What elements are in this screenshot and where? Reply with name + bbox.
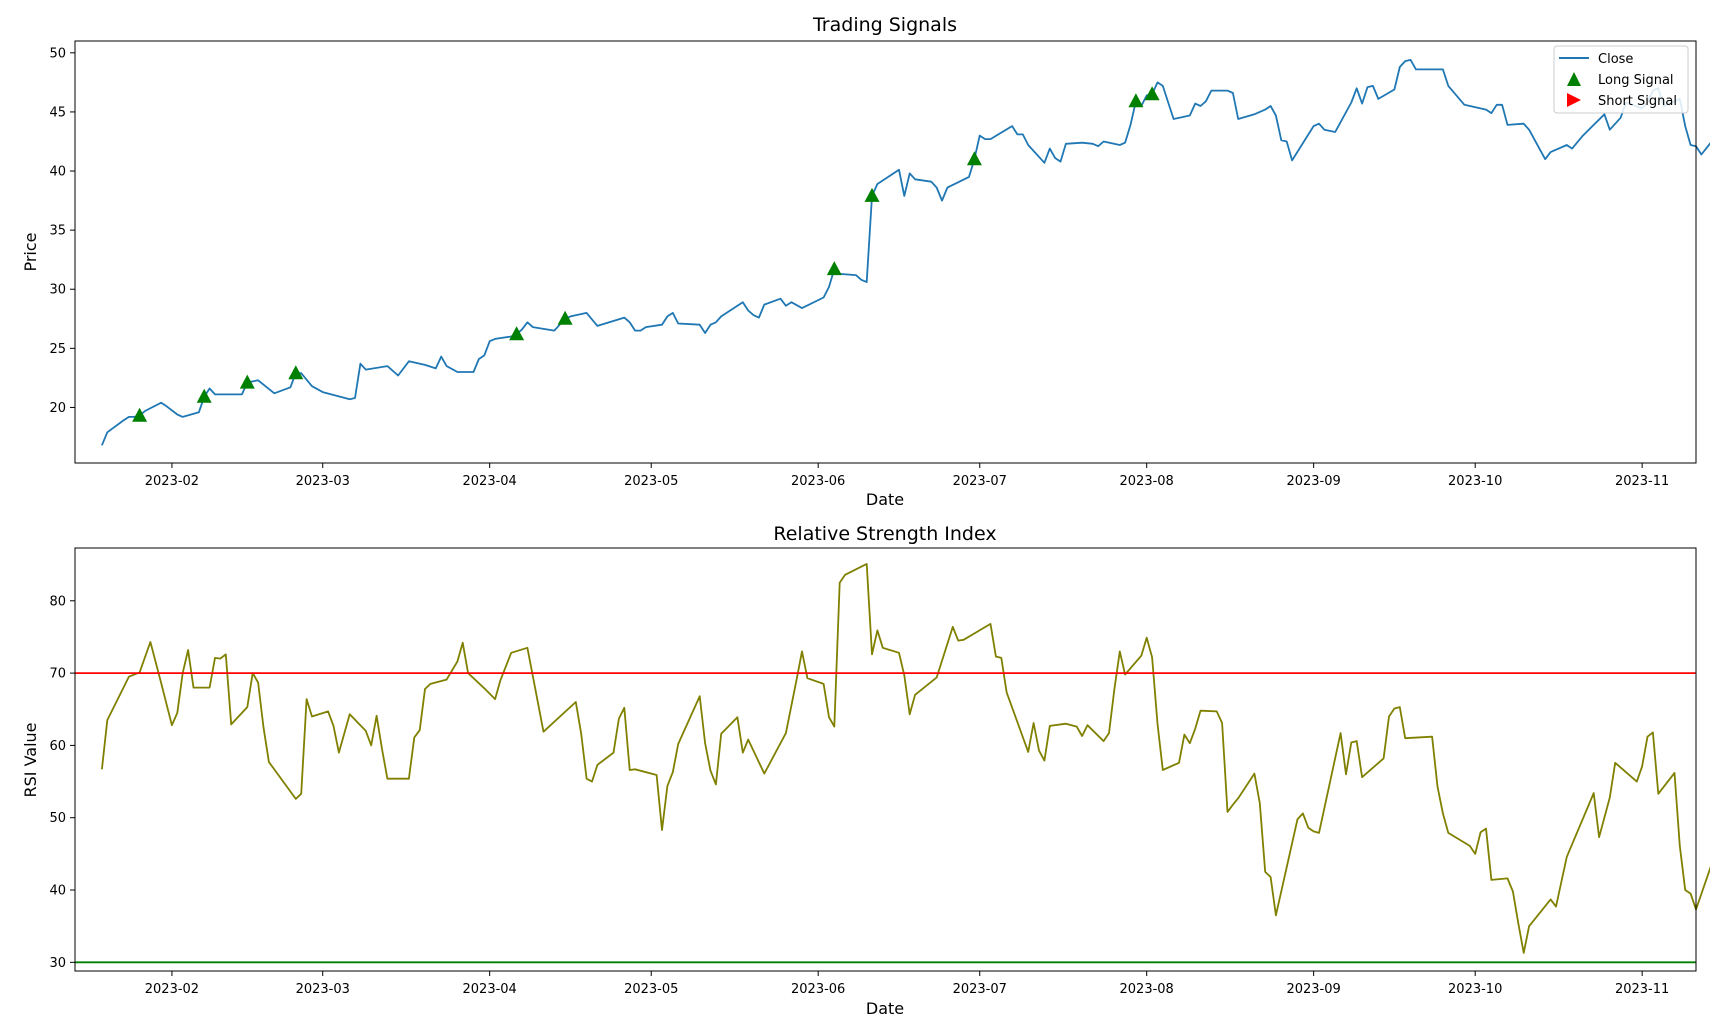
- price-y-tick-label: 30: [49, 283, 66, 298]
- price-long-signal-marker: [196, 388, 212, 403]
- rsi-x-tick-label: 2023-11: [1615, 982, 1669, 997]
- rsi-ticks: 30 40 50 60 70 80 2023-02 2023-03 2023-04 2023-05…: [49, 594, 1669, 997]
- price-long-signal-marker: [864, 187, 880, 202]
- rsi-x-tick-label: 2023-08: [1120, 982, 1174, 997]
- rsi-chart-title: Relative Strength Index: [773, 523, 996, 545]
- rsi-x-tick-label: 2023-10: [1448, 982, 1502, 997]
- price-y-tick-label: 45: [49, 105, 66, 120]
- rsi-panel: 30 40 50 60 70 80 2023-02 2023-03 2023-04 2023-05…: [21, 523, 1710, 1018]
- rsi-rsi-line: [101, 563, 1710, 954]
- rsi-x-axis-label: Date: [866, 999, 904, 1018]
- price-long-signal-marker: [1144, 86, 1160, 101]
- legend-close-label: Close: [1598, 52, 1633, 67]
- rsi-x-tick-label: 2023-07: [953, 982, 1007, 997]
- legend-box: [1553, 45, 1689, 114]
- rsi-x-tick-label: 2023-09: [1286, 982, 1340, 997]
- price-chart-title: Trading Signals: [812, 14, 957, 36]
- rsi-x-tick-label: 2023-04: [463, 982, 517, 997]
- rsi-plot-frame: [74, 547, 1697, 972]
- price-x-tick-label: 2023-08: [1120, 474, 1174, 489]
- price-x-tick-label: 2023-03: [296, 474, 350, 489]
- legend-long-signal-label: Long Signal: [1598, 73, 1674, 88]
- price-y-axis-label: Price: [21, 232, 40, 271]
- price-x-tick-label: 2023-09: [1286, 474, 1340, 489]
- rsi-series-layer: [75, 563, 1710, 964]
- price-long-signal-marker: [509, 326, 525, 341]
- price-x-tick-label: 2023-04: [463, 474, 517, 489]
- price-plot-frame: [74, 40, 1697, 464]
- rsi-y-axis-label: RSI Value: [21, 722, 40, 797]
- price-x-tick-label: 2023-02: [145, 474, 199, 489]
- price-y-tick-label: 40: [49, 165, 66, 180]
- rsi-x-tick-label: 2023-03: [296, 982, 350, 997]
- legend-short-signal-label: Short Signal: [1598, 94, 1677, 109]
- price-panel: 20 25 30 35 40 45 50 2023-02 2023-03 2023-04 2023-…: [21, 14, 1710, 509]
- price-x-axis-label: Date: [866, 490, 904, 509]
- legend-long-signal-swatch: [1567, 72, 1581, 86]
- price-x-tick-label: 2023-10: [1448, 474, 1502, 489]
- rsi-x-tick-label: 2023-06: [791, 982, 845, 997]
- price-long-signal-marker: [288, 365, 304, 380]
- rsi-y-tick-label: 50: [49, 811, 66, 826]
- price-long-signal-marker: [557, 310, 573, 325]
- price-long-signal-marker: [132, 407, 148, 422]
- rsi-y-tick-label: 70: [49, 667, 66, 682]
- rsi-y-tick-label: 40: [49, 884, 66, 899]
- price-y-tick-label: 35: [49, 224, 66, 239]
- price-x-tick-label: 2023-07: [953, 474, 1007, 489]
- price-ticks: 20 25 30 35 40 45 50 2023-02 2023-03 2023-04 2023-…: [49, 46, 1669, 489]
- price-close-line: [101, 59, 1710, 446]
- price-y-tick-label: 25: [49, 342, 66, 357]
- rsi-x-tick-label: 2023-02: [145, 982, 199, 997]
- price-long-signal-marker: [1128, 93, 1144, 108]
- price-legend: Close Long Signal Short Signal: [1553, 45, 1689, 114]
- rsi-y-tick-label: 80: [49, 594, 66, 609]
- price-long-signal-marker: [966, 151, 982, 166]
- price-y-tick-label: 20: [49, 401, 66, 416]
- rsi-x-tick-label: 2023-05: [624, 982, 678, 997]
- price-x-tick-label: 2023-05: [624, 474, 678, 489]
- rsi-y-tick-label: 60: [49, 739, 66, 754]
- price-long-signal-marker: [826, 261, 842, 276]
- rsi-y-tick-label: 30: [49, 956, 66, 971]
- price-x-tick-label: 2023-06: [791, 474, 845, 489]
- price-long-signal-marker: [239, 374, 255, 389]
- price-x-tick-label: 2023-11: [1615, 474, 1669, 489]
- legend-short-signal-swatch: [1567, 93, 1581, 107]
- price-series-layer: [101, 59, 1710, 446]
- price-y-tick-label: 50: [49, 46, 66, 61]
